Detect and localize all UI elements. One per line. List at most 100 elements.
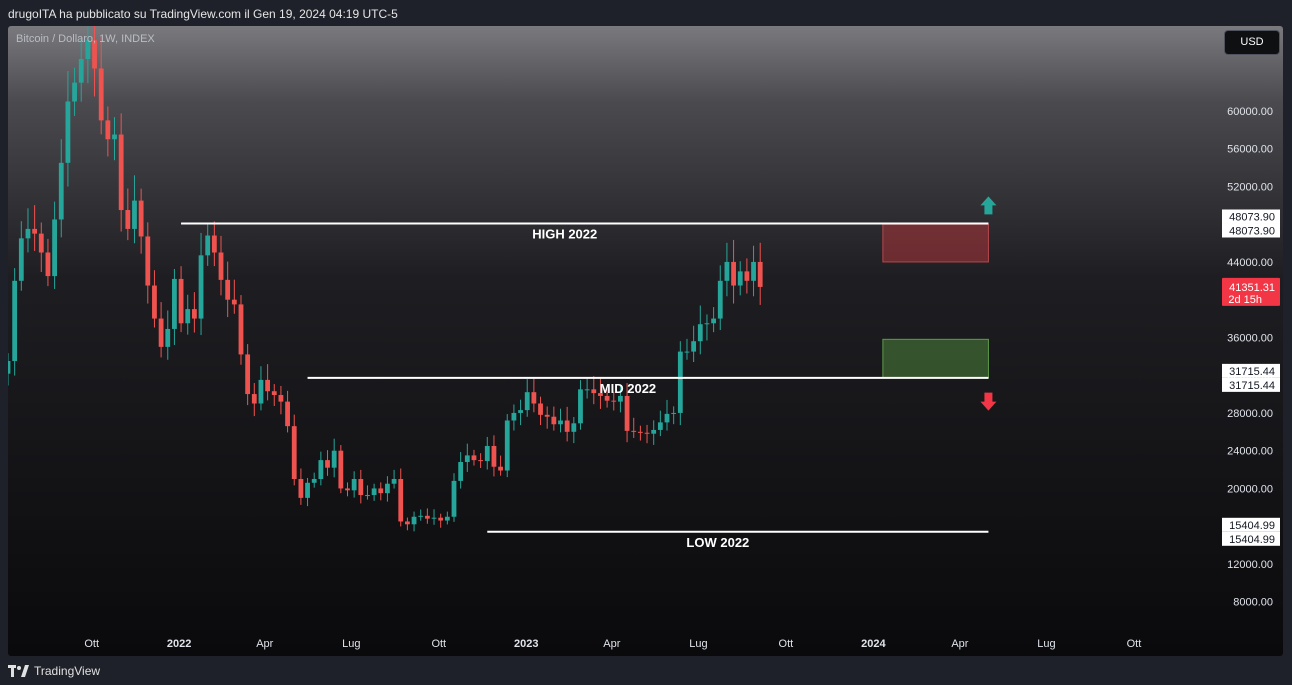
x-tick-label: Ott <box>1127 638 1142 650</box>
candle-body <box>291 426 297 479</box>
candle-body <box>511 412 517 421</box>
candle-body <box>584 389 590 391</box>
candle-body <box>271 391 277 396</box>
countdown-label: 2d 15h <box>1228 294 1262 306</box>
y-tick-label: 60000.00 <box>1227 106 1273 118</box>
candle-body <box>744 271 750 281</box>
candle-body <box>657 422 663 430</box>
price-label-box <box>1222 223 1280 238</box>
y-tick-label: 44000.00 <box>1227 257 1273 269</box>
candle-body <box>444 516 450 521</box>
candle-body <box>697 324 703 342</box>
candle-body <box>138 200 144 237</box>
x-tick-label: Apr <box>603 638 620 650</box>
candle-body <box>724 261 730 281</box>
candle-body <box>331 450 337 468</box>
y-tick-label: 52000.00 <box>1227 181 1273 193</box>
x-tick-label: 2024 <box>861 638 886 650</box>
candle-body <box>704 323 710 325</box>
x-tick-label: Apr <box>951 638 968 650</box>
candle-body <box>185 309 191 324</box>
candle-body <box>78 59 84 83</box>
current-price-label: 41351.31 <box>1229 282 1275 294</box>
candle-body <box>178 278 184 324</box>
tradingview-brand-label: TradingView <box>34 664 101 678</box>
y-tick-label: 56000.00 <box>1227 144 1273 156</box>
candle-body <box>598 393 603 396</box>
candle-body <box>365 495 370 497</box>
candle-body <box>731 261 736 286</box>
candle-body <box>604 395 610 401</box>
currency-button[interactable]: USD <box>1224 30 1280 55</box>
candle-body <box>578 389 583 424</box>
price-label: 15404.99 <box>1229 520 1275 532</box>
candle-body <box>125 210 131 229</box>
candle-body <box>52 219 57 277</box>
x-tick-label: Ott <box>779 638 794 650</box>
candle-body <box>378 488 384 494</box>
candle-body <box>278 395 284 402</box>
candle-body <box>531 392 537 404</box>
candle-body <box>152 285 157 319</box>
candle-body <box>211 235 217 253</box>
level-label: MID 2022 <box>600 381 656 396</box>
candle-body <box>504 420 510 471</box>
y-tick-label: 8000.00 <box>1233 597 1273 609</box>
price-label-box <box>1222 517 1280 532</box>
candle-body <box>544 414 550 417</box>
level-label: HIGH 2022 <box>532 226 597 241</box>
candle-body <box>231 299 237 305</box>
tradingview-brand[interactable]: TradingView <box>8 664 100 678</box>
candle-body <box>92 40 97 69</box>
publisher-caption: drugoITA ha pubblicato su TradingView.co… <box>8 7 398 21</box>
candle-body <box>72 82 77 102</box>
candle-body <box>551 416 557 425</box>
candle-body <box>98 68 104 121</box>
level-label: LOW 2022 <box>686 535 749 550</box>
candle-body <box>464 455 470 463</box>
candle-body <box>431 517 437 519</box>
x-tick-label: Ott <box>431 638 446 650</box>
candle-body <box>471 455 477 461</box>
candle-body <box>385 483 390 494</box>
candle-body <box>245 354 251 395</box>
candle-body <box>325 460 330 468</box>
candle-body <box>571 423 577 432</box>
candle-body <box>191 309 197 319</box>
candle-body <box>112 134 117 140</box>
candle-body <box>484 445 490 462</box>
candle-body <box>145 236 151 286</box>
plot-area: HIGH 2022 MID 2022 LOW 2022 <box>8 26 997 550</box>
price-label-box <box>1222 377 1280 392</box>
candle-body <box>265 379 271 392</box>
x-tick-label: 2022 <box>167 638 191 650</box>
price-label: 48073.90 <box>1229 225 1275 237</box>
price-label: 48073.90 <box>1229 211 1275 223</box>
x-tick-label: Lug <box>1037 638 1055 650</box>
candle-body <box>165 328 171 347</box>
candle-body <box>305 482 310 498</box>
arrow-up-icon <box>980 196 997 215</box>
chart-panel[interactable] <box>8 26 1283 656</box>
candle-body <box>618 395 623 402</box>
y-tick-label: 24000.00 <box>1227 446 1273 458</box>
candle-body <box>405 521 410 525</box>
y-tick-label: 36000.00 <box>1227 332 1273 344</box>
candle-body <box>717 280 723 319</box>
candle-body <box>8 361 11 374</box>
candle-body <box>358 479 364 496</box>
candle-body <box>691 341 697 352</box>
candle-body <box>524 392 530 411</box>
candle-body <box>18 238 24 281</box>
candle-body <box>684 351 690 353</box>
candle-body <box>225 279 231 300</box>
candle-body <box>45 252 51 277</box>
candle-body <box>591 389 597 394</box>
x-tick-label: Lug <box>342 638 360 650</box>
candle-body <box>624 395 630 431</box>
candle-body <box>664 413 670 423</box>
candle-body <box>311 479 317 483</box>
x-tick-label: Apr <box>256 638 273 650</box>
candle-body <box>651 429 657 434</box>
